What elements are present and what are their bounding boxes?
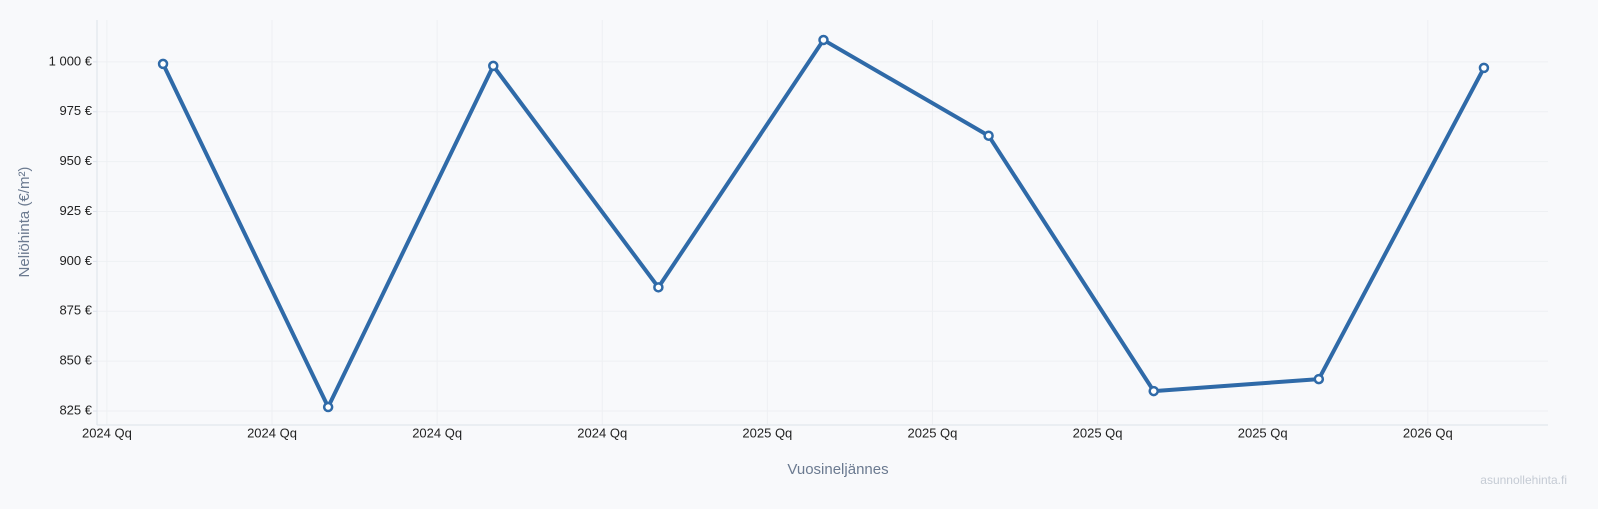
x-tick-label: 2025 Qq: [1238, 425, 1288, 440]
x-axis-title: Vuosineljännes: [787, 461, 888, 478]
point: [157, 58, 169, 70]
point: [322, 401, 334, 413]
y-tick-label: 925 €: [59, 203, 92, 218]
y-tick-label: 850 €: [59, 353, 92, 368]
line-series: [161, 37, 1486, 410]
point: [1148, 385, 1159, 397]
y-tick-label: 875 €: [59, 303, 92, 318]
x-tick-label: 2024 Qq: [412, 425, 462, 440]
y-tick-label: 975 €: [59, 103, 92, 118]
y-axis-title: Neliöhinta (€/m²): [16, 167, 33, 278]
point: [818, 34, 829, 46]
x-tick-label: 2025 Qq: [742, 425, 792, 440]
x-tick-label: 2024 Qq: [577, 425, 627, 440]
y-tick-label: 900 €: [59, 253, 92, 268]
point: [1313, 373, 1325, 385]
y-tick-label: 950 €: [59, 153, 92, 168]
point: [983, 130, 994, 141]
x-tick-label: 2025 Qq: [1073, 425, 1123, 440]
x-tick-label: 2025 Qq: [908, 425, 958, 440]
x-tick-label: 2024 Qq: [82, 425, 132, 440]
y-tick-label: 825 €: [59, 402, 92, 417]
x-tick-label: 2024 Qq: [247, 425, 297, 440]
x-tick-label: 2026 Qq: [1403, 425, 1453, 440]
point: [1478, 62, 1490, 74]
y-tick-label: 1 000 €: [49, 53, 93, 68]
watermark: asunnollehinta.fi: [1480, 473, 1567, 487]
point: [653, 282, 664, 293]
point: [488, 60, 499, 72]
